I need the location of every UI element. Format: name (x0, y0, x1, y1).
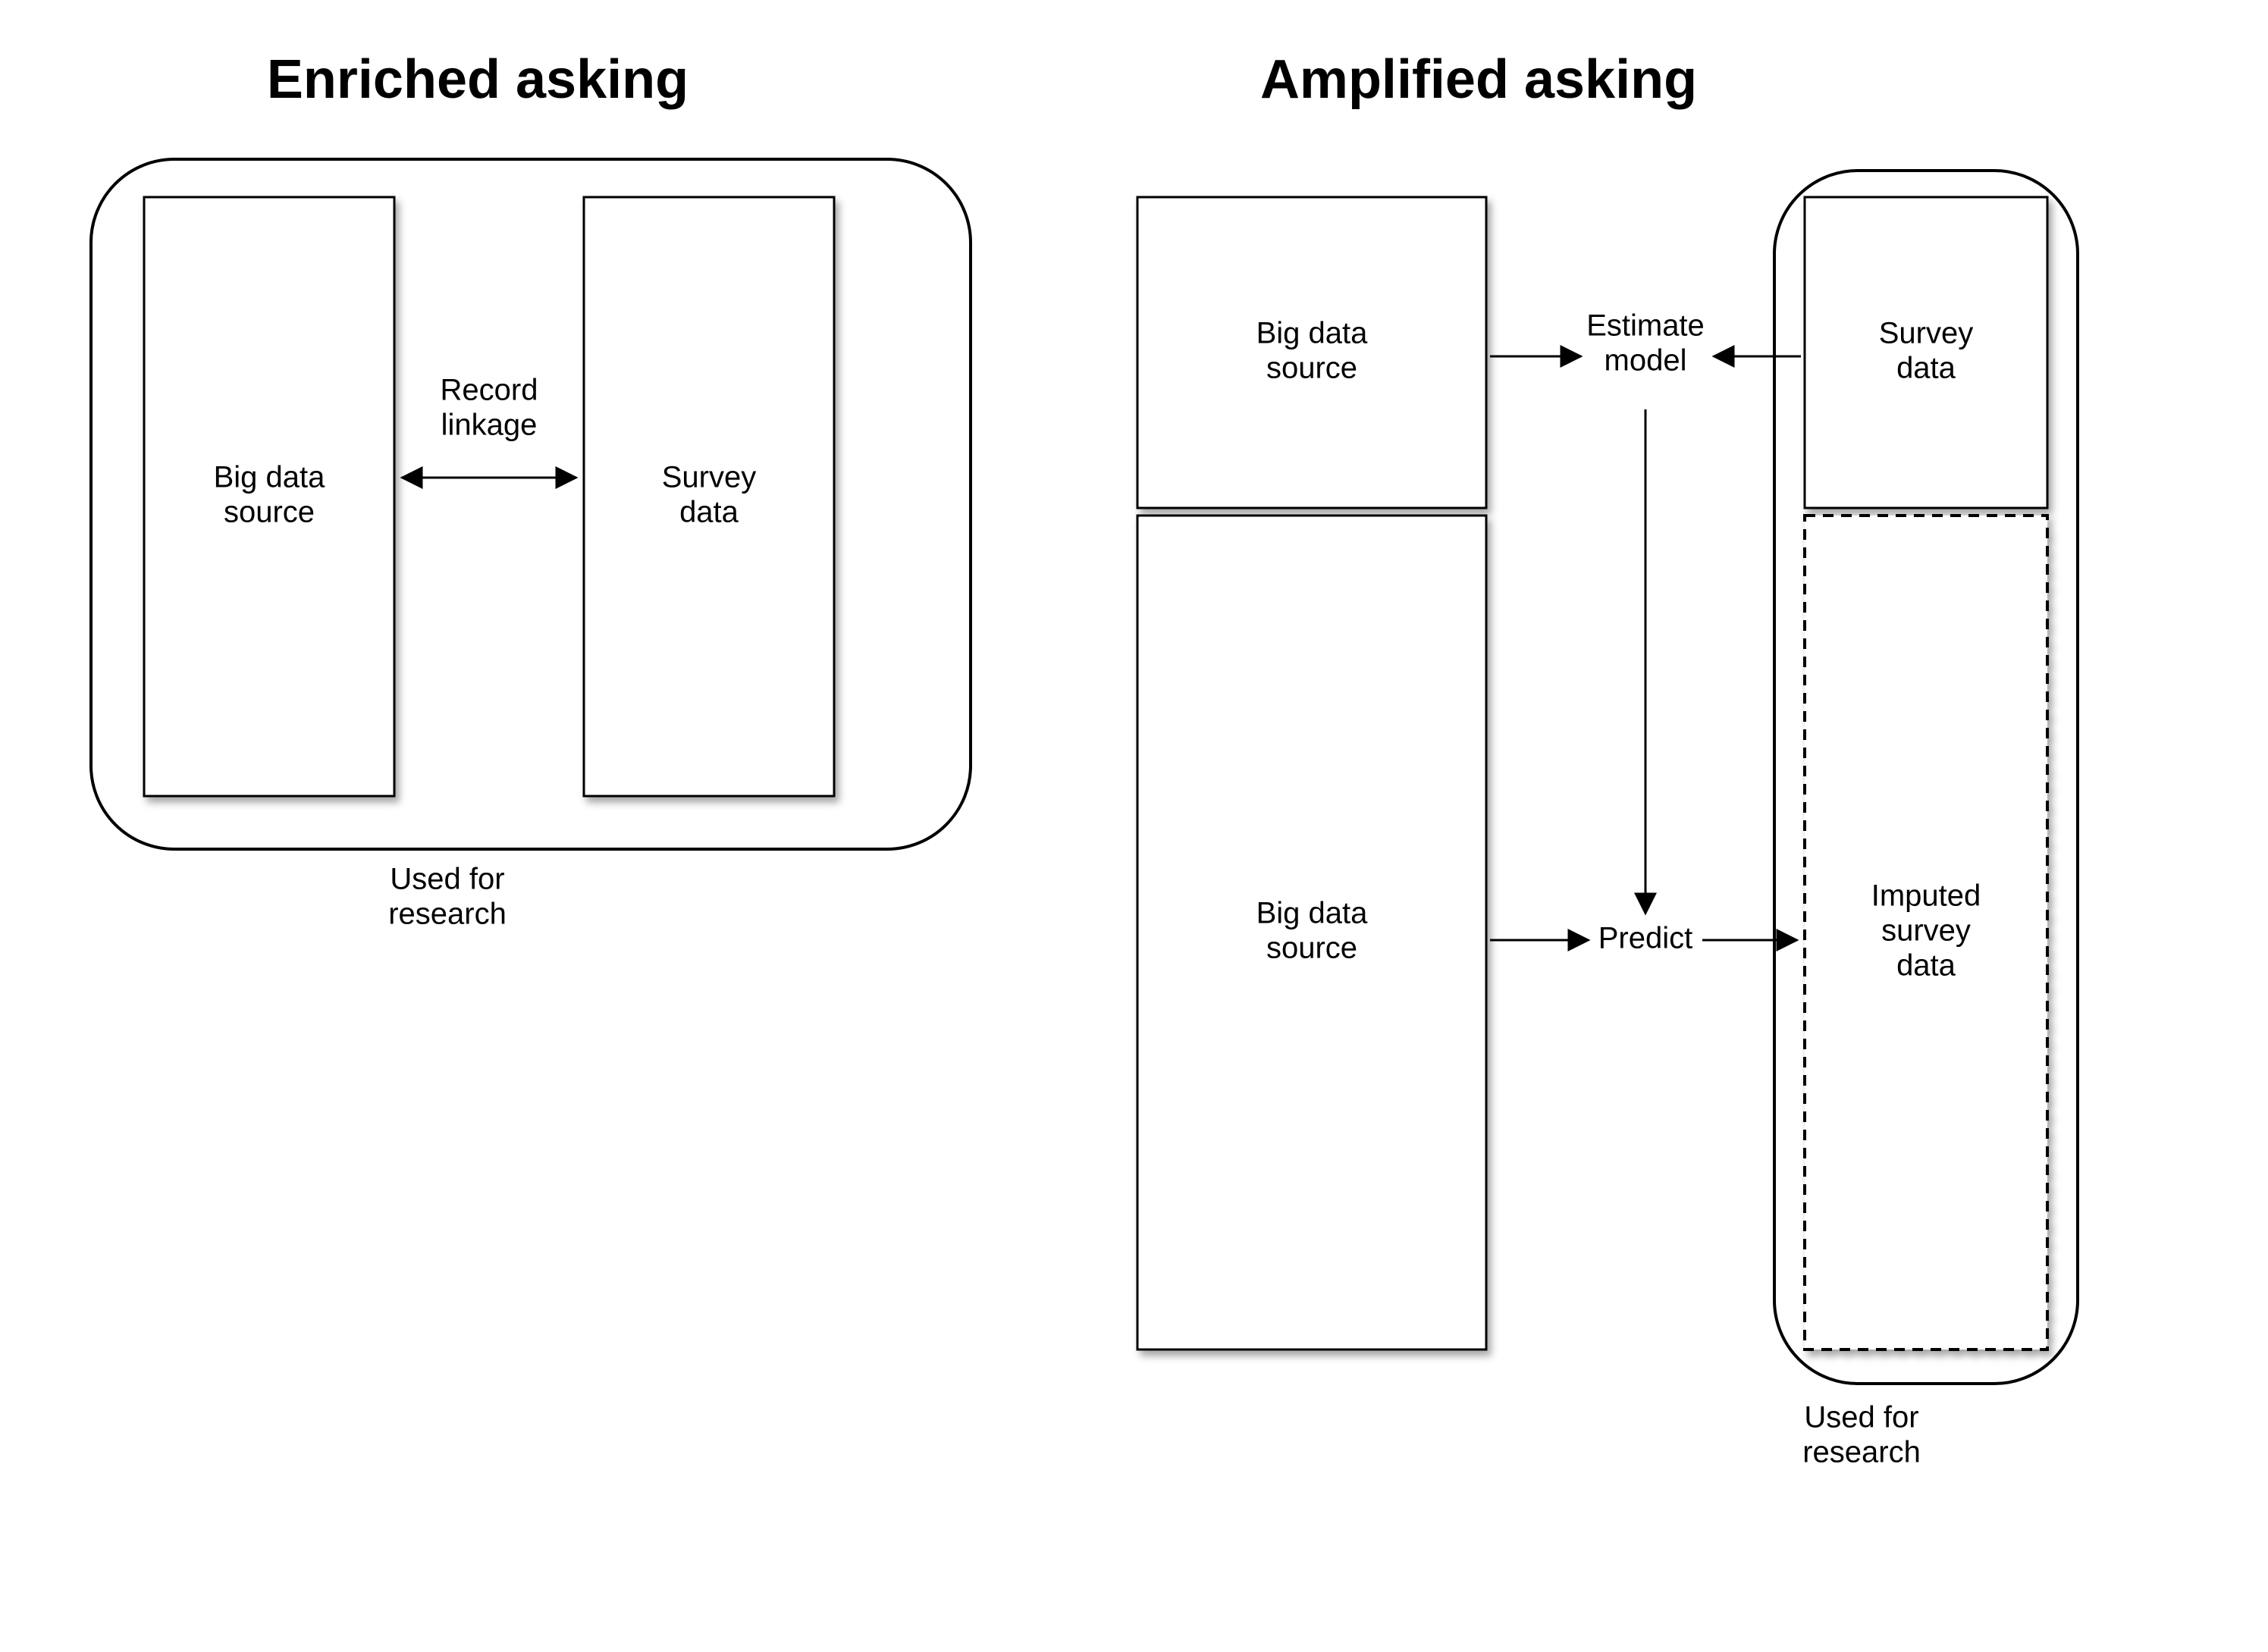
svg-text:Big data: Big data (214, 461, 326, 494)
svg-text:linkage: linkage (441, 409, 538, 442)
svg-text:model: model (1605, 344, 1687, 378)
svg-text:data: data (1896, 352, 1956, 385)
svg-text:source: source (224, 496, 315, 529)
svg-text:Survey: Survey (1879, 317, 1974, 350)
svg-text:Amplified asking: Amplified asking (1260, 49, 1697, 110)
svg-text:source: source (1266, 352, 1357, 385)
right-caption: Used forresearch (1802, 1401, 1921, 1469)
estimate-model-label: Estimatemodel (1586, 309, 1705, 378)
svg-text:Estimate: Estimate (1586, 309, 1705, 343)
svg-text:Imputed: Imputed (1871, 879, 1981, 913)
left-title: Enriched asking (267, 49, 689, 110)
left-caption: Used forresearch (388, 863, 507, 931)
svg-text:Record: Record (441, 374, 538, 407)
svg-text:Enriched asking: Enriched asking (267, 49, 689, 110)
svg-text:data: data (1896, 949, 1956, 983)
svg-text:Big data: Big data (1256, 897, 1369, 930)
svg-text:Predict: Predict (1598, 922, 1693, 955)
svg-text:source: source (1266, 932, 1357, 965)
svg-text:Big data: Big data (1256, 317, 1369, 350)
svg-text:data: data (679, 496, 739, 529)
record-linkage-label: Recordlinkage (441, 374, 538, 442)
svg-text:research: research (1802, 1436, 1921, 1469)
svg-text:Survey: Survey (662, 461, 757, 494)
right-title: Amplified asking (1260, 49, 1697, 110)
svg-text:survey: survey (1881, 914, 1971, 948)
svg-text:research: research (388, 898, 507, 931)
svg-text:Used for: Used for (390, 863, 504, 896)
svg-text:Used for: Used for (1804, 1401, 1918, 1434)
predict-label: Predict (1598, 922, 1693, 955)
